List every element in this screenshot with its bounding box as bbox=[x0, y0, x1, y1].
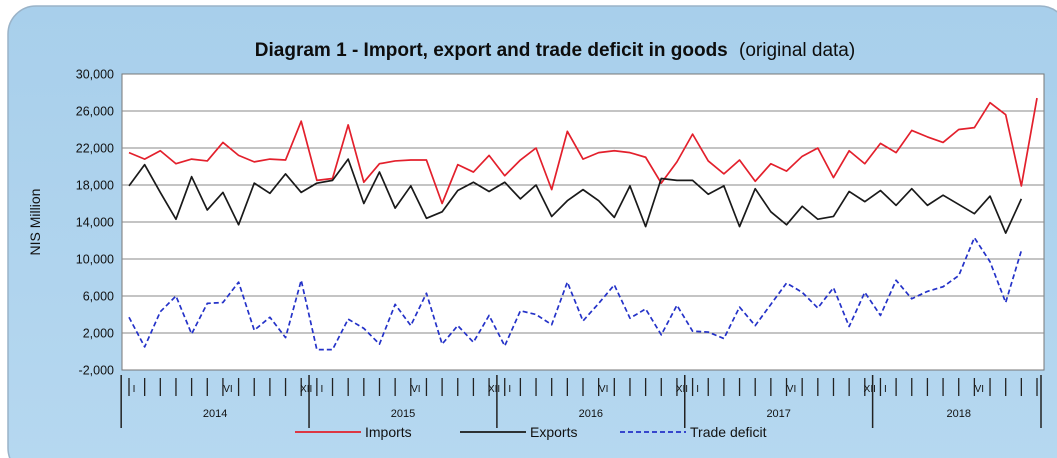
x-month-label: VI bbox=[787, 384, 796, 395]
gridlines bbox=[122, 110, 1044, 334]
x-month-label: I bbox=[133, 384, 136, 395]
series-lines bbox=[128, 97, 1038, 351]
chart-title: Diagram 1 - Import, export and trade def… bbox=[255, 40, 855, 61]
x-year-label: 2016 bbox=[579, 408, 603, 420]
chart-title-bold: Diagram 1 - Import, export and trade def… bbox=[255, 40, 728, 61]
x-month-label: I bbox=[320, 384, 323, 395]
legend-label: Imports bbox=[365, 424, 412, 440]
chart-title-normal: (original data) bbox=[739, 40, 855, 61]
x-month-label: XII bbox=[676, 384, 688, 395]
legend: Imports Exports Trade deficit bbox=[295, 424, 767, 440]
y-axis-label: NIS Million bbox=[27, 189, 43, 256]
y-tick-label: 10,000 bbox=[76, 253, 114, 267]
series-line-trade-deficit bbox=[128, 236, 1023, 351]
x-month-label: I bbox=[508, 384, 511, 395]
y-tick-label: -2,000 bbox=[79, 364, 114, 378]
x-month-label: VI bbox=[599, 384, 608, 395]
x-year-label: 2017 bbox=[766, 408, 790, 420]
y-tick-label: 6,000 bbox=[83, 290, 114, 304]
x-month-label: VI bbox=[975, 384, 984, 395]
x-month-label: XII bbox=[864, 384, 876, 395]
x-year-label: 2015 bbox=[391, 408, 415, 420]
y-tick-label: 26,000 bbox=[76, 105, 114, 119]
x-month-label: I bbox=[696, 384, 699, 395]
x-month-label: I bbox=[884, 384, 887, 395]
y-tick-label: 30,000 bbox=[76, 68, 114, 82]
legend-label: Trade deficit bbox=[690, 424, 767, 440]
x-month-label: XII bbox=[488, 384, 500, 395]
series-line-imports bbox=[128, 97, 1038, 205]
x-month-label: XII bbox=[300, 384, 312, 395]
x-year-label: 2018 bbox=[946, 408, 970, 420]
x-month-label: VI bbox=[223, 384, 232, 395]
y-tick-label: 18,000 bbox=[76, 179, 114, 193]
x-year-label: 2014 bbox=[203, 408, 227, 420]
series-line-exports bbox=[128, 158, 1023, 234]
x-month-label: VI bbox=[411, 384, 420, 395]
y-tick-label: 22,000 bbox=[76, 142, 114, 156]
y-tick-label: 2,000 bbox=[83, 327, 114, 341]
y-axis-ticks: -2,000 2,000 6,000 10,000 14,000 18,000 22,000… bbox=[76, 68, 114, 378]
y-tick-label: 14,000 bbox=[76, 216, 114, 230]
legend-label: Exports bbox=[530, 424, 577, 440]
x-axis: I VI XII I VI XII I VI XII I VI XII I VI 2014 2015 2016 2… bbox=[120, 375, 1042, 428]
